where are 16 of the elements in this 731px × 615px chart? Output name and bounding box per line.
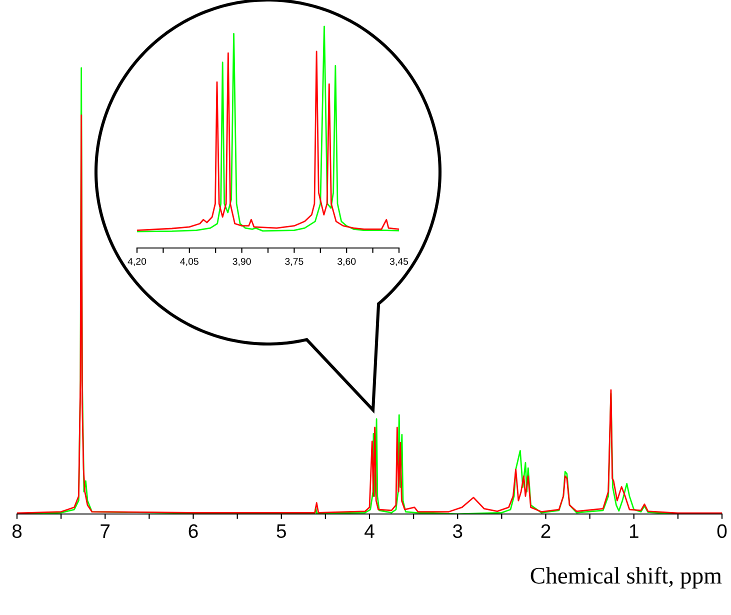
x-tick-label: 3,90 (232, 258, 251, 266)
x-tick-label: 4,20 (128, 258, 146, 266)
x-tick-label: 3,75 (285, 258, 304, 266)
x-tick-label: 1 (630, 524, 638, 538)
x-tick-label: 0 (717, 524, 727, 538)
x-tick-label: 3,45 (390, 258, 408, 266)
x-axis-title: Chemical shift, ppm (530, 566, 722, 588)
x-tick-label: 6 (188, 524, 198, 538)
x-tick-label: 4,05 (180, 258, 198, 266)
x-tick-label: 5 (276, 524, 286, 538)
x-tick-label: 2 (541, 524, 550, 538)
x-tick-label: 3 (452, 524, 462, 538)
x-tick-label: 8 (12, 524, 22, 538)
x-tick-label: 4 (364, 524, 374, 538)
x-tick-label: 7 (100, 524, 110, 538)
x-tick-label: 3,60 (338, 258, 356, 266)
